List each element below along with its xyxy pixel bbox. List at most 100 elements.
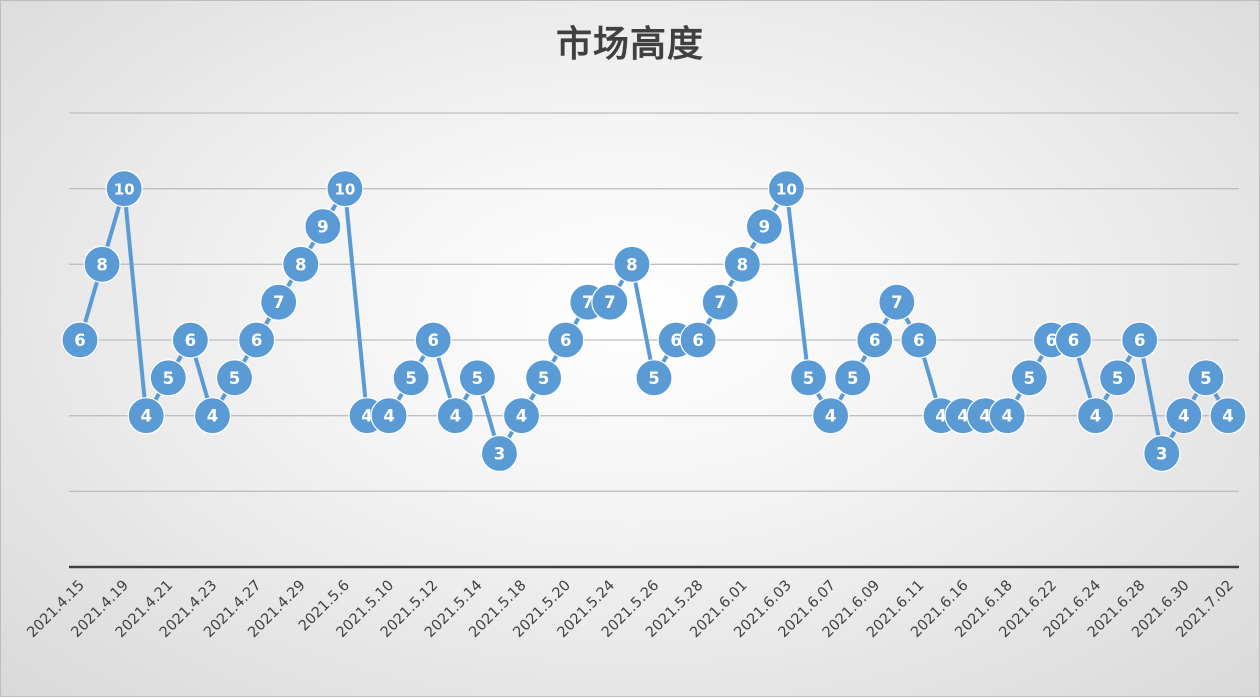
data-label: 4 xyxy=(383,407,394,426)
point-marker xyxy=(83,245,121,283)
data-point: 4 xyxy=(1076,397,1115,435)
point-marker xyxy=(1121,321,1159,359)
data-label: 3 xyxy=(1156,445,1167,464)
data-label: 4 xyxy=(935,407,946,426)
point-marker xyxy=(547,321,585,359)
data-point: 9 xyxy=(745,207,783,246)
data-point: 4 xyxy=(370,397,408,435)
data-label: 10 xyxy=(114,181,135,199)
point-marker xyxy=(260,283,298,321)
point-marker xyxy=(282,245,320,283)
data-label: 5 xyxy=(538,369,549,388)
data-point: 3 xyxy=(480,434,519,473)
data-label: 4 xyxy=(1222,407,1233,426)
data-label: 4 xyxy=(450,407,461,426)
data-label: 5 xyxy=(1024,369,1035,388)
data-point: 7 xyxy=(878,283,916,321)
data-point: 6 xyxy=(1054,321,1093,359)
data-point: 6 xyxy=(1121,321,1159,359)
data-point: 10 xyxy=(767,170,806,208)
point-marker xyxy=(370,397,408,435)
point-marker xyxy=(878,283,916,321)
point-marker xyxy=(458,359,496,397)
data-point: 4 xyxy=(502,397,541,435)
point-marker xyxy=(502,397,541,435)
point-marker xyxy=(171,321,209,359)
data-label: 5 xyxy=(1112,369,1123,388)
data-label: 8 xyxy=(626,255,637,274)
data-point: 5 xyxy=(392,359,430,397)
data-label: 6 xyxy=(1068,331,1079,350)
data-label: 6 xyxy=(74,331,85,350)
data-point: 5 xyxy=(1099,359,1137,397)
data-label: 9 xyxy=(317,218,328,237)
data-label: 5 xyxy=(472,369,483,388)
data-label: 7 xyxy=(604,293,615,312)
data-point: 8 xyxy=(723,245,761,283)
data-label: 10 xyxy=(334,181,355,199)
data-label: 3 xyxy=(494,445,505,464)
point-marker xyxy=(193,397,232,435)
point-marker xyxy=(304,207,342,246)
chart-title: 市场高度 xyxy=(555,24,704,65)
data-point: 10 xyxy=(326,170,364,208)
point-marker xyxy=(789,359,828,397)
data-label: 10 xyxy=(776,181,797,199)
point-marker xyxy=(1209,397,1247,435)
data-point: 6 xyxy=(238,321,276,359)
data-label: 8 xyxy=(295,255,306,274)
point-marker xyxy=(326,170,364,208)
point-marker xyxy=(525,359,563,397)
data-point: 4 xyxy=(812,397,850,435)
data-label: 4 xyxy=(825,407,836,426)
point-marker xyxy=(1099,359,1137,397)
point-marker xyxy=(767,170,806,208)
data-label: 5 xyxy=(803,369,814,388)
data-label: 4 xyxy=(207,407,218,426)
data-point: 4 xyxy=(988,397,1026,435)
point-marker xyxy=(812,397,850,435)
data-label: 6 xyxy=(913,331,924,350)
data-point: 3 xyxy=(1143,434,1181,473)
data-point: 5 xyxy=(458,359,496,397)
data-label: 5 xyxy=(847,369,858,388)
data-point: 4 xyxy=(1209,397,1247,435)
data-point: 4 xyxy=(193,397,232,435)
data-label: 7 xyxy=(582,293,593,312)
point-marker xyxy=(1076,397,1115,435)
point-marker xyxy=(900,321,938,359)
data-label: 7 xyxy=(891,293,902,312)
data-label: 5 xyxy=(648,369,659,388)
point-marker xyxy=(238,321,276,359)
data-point: 5 xyxy=(635,359,673,397)
data-label: 6 xyxy=(1134,331,1145,350)
point-marker xyxy=(105,170,143,208)
data-point: 7 xyxy=(591,283,629,321)
data-point: 10 xyxy=(105,170,143,208)
data-point: 4 xyxy=(127,397,165,435)
data-label: 6 xyxy=(869,331,880,350)
data-label: 6 xyxy=(185,331,196,350)
data-point: 5 xyxy=(149,359,187,397)
data-point: 6 xyxy=(414,321,452,359)
point-marker xyxy=(591,283,629,321)
data-label: 8 xyxy=(737,255,748,274)
data-point: 4 xyxy=(436,397,474,435)
point-marker xyxy=(988,397,1026,435)
point-marker xyxy=(127,397,165,435)
point-marker xyxy=(1143,434,1181,473)
data-point: 9 xyxy=(304,207,342,246)
data-label: 7 xyxy=(273,293,284,312)
point-marker xyxy=(1187,359,1225,397)
point-marker xyxy=(745,207,783,246)
data-point: 5 xyxy=(834,359,872,397)
data-label: 5 xyxy=(229,369,240,388)
data-point: 6 xyxy=(900,321,938,359)
data-label: 4 xyxy=(979,407,990,426)
series-line xyxy=(78,186,1230,456)
data-point: 4 xyxy=(1165,397,1203,435)
data-label: 4 xyxy=(361,407,372,426)
data-point: 6 xyxy=(171,321,209,359)
